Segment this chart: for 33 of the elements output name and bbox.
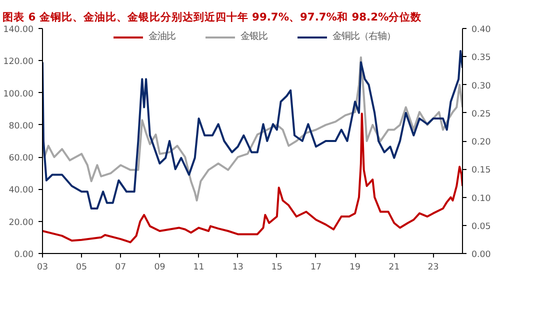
x-tick-label: 03	[36, 262, 48, 272]
y2-tick-label: 0.35	[472, 53, 491, 64]
x-tick-label: 13	[232, 262, 244, 272]
x-tick-label: 19	[350, 262, 361, 272]
y-tick-label: 60.00	[8, 154, 34, 164]
y-tick-label: 120.00	[3, 57, 34, 68]
line-series	[42, 112, 462, 244]
legend-label: 金银比	[240, 30, 268, 43]
x-tick-label: 09	[154, 262, 166, 272]
y2-tick-label: 0.05	[472, 222, 491, 232]
y-tick-label: 80.00	[8, 121, 34, 132]
y-tick-label: 40.00	[8, 186, 34, 196]
x-tick-label: 07	[115, 262, 126, 272]
y2-tick-label: 0.25	[472, 109, 491, 120]
legend-label: 金铜比（右轴）	[332, 30, 396, 43]
y2-tick-label: 0.40	[472, 25, 491, 35]
y2-tick-label: 0.00	[472, 250, 491, 260]
x-tick-label: 11	[193, 262, 204, 272]
y2-tick-label: 0.15	[472, 166, 491, 176]
y-tick-label: 0.00	[14, 250, 34, 260]
y-tick-label: 20.00	[8, 218, 34, 228]
x-tick-label: 17	[310, 262, 322, 272]
chart-title: 图表 6 金铜比、金油比、金银比分别达到近四十年 99.7%、97.7%和 98.2%分位数	[2, 10, 423, 24]
legend-label: 金油比	[148, 30, 176, 43]
y2-tick-label: 0.20	[472, 138, 491, 148]
y2-tick-label: 0.30	[472, 81, 491, 92]
y-tick-label: 140.00	[3, 25, 34, 35]
y2-tick-label: 0.10	[472, 194, 491, 204]
x-tick-label: 05	[76, 262, 88, 272]
x-tick-label: 21	[388, 262, 400, 272]
x-tick-label: 23	[428, 262, 439, 272]
x-tick-label: 15	[271, 262, 282, 272]
y-tick-label: 100.00	[3, 89, 34, 100]
